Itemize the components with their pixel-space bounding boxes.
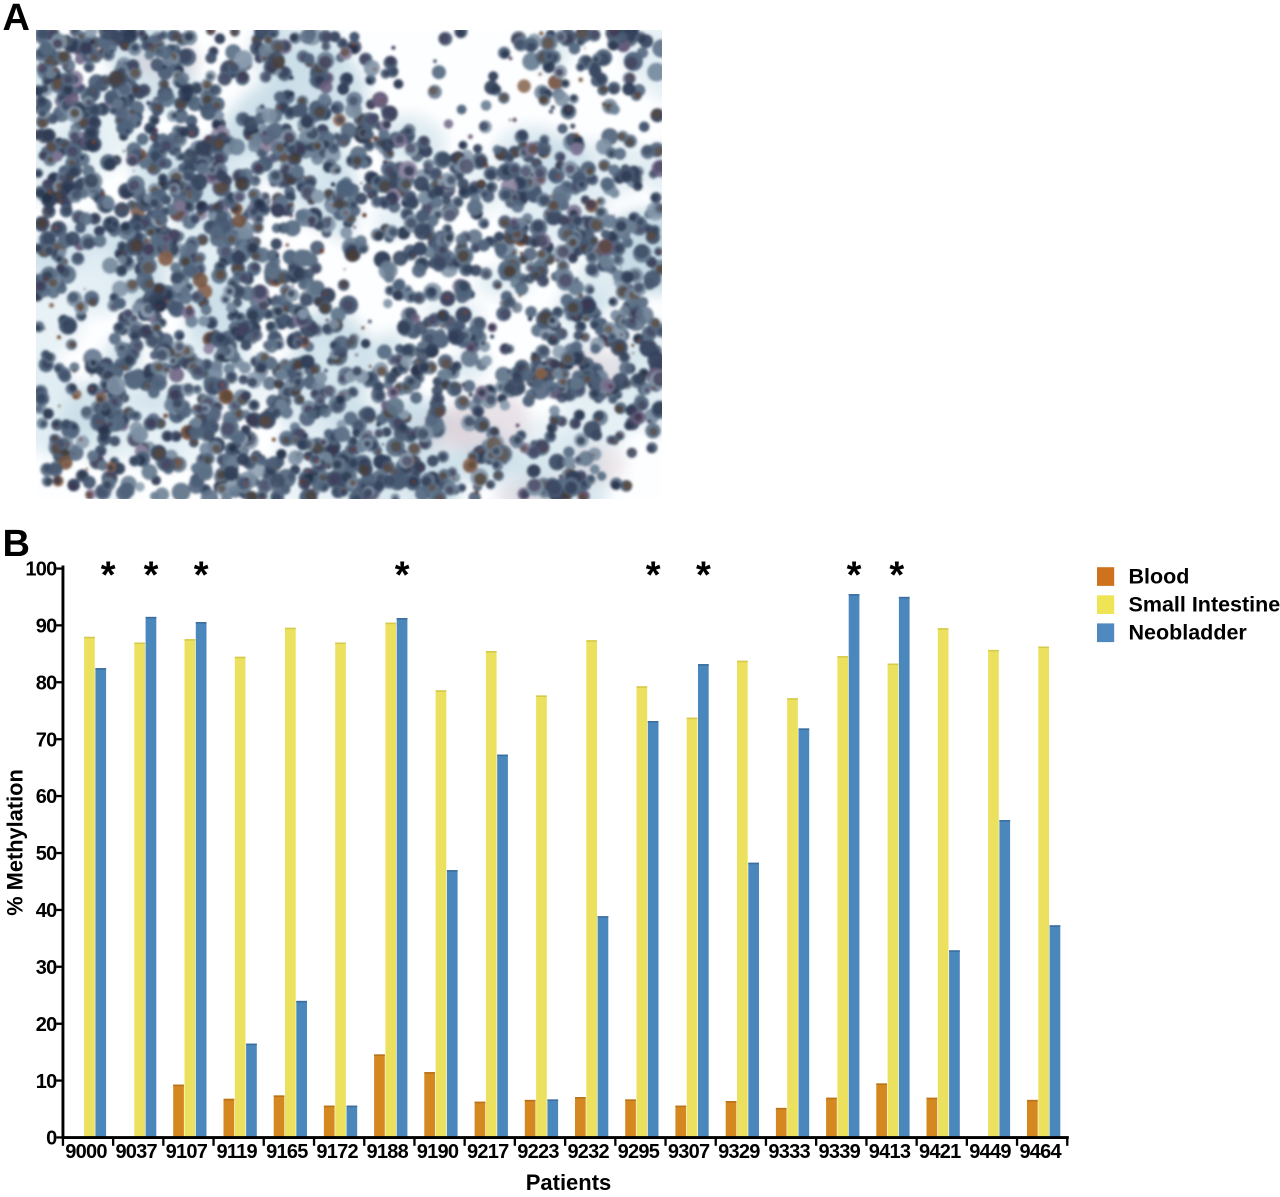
svg-text:9449: 9449 [969, 1141, 1011, 1163]
svg-text:9000: 9000 [65, 1141, 107, 1163]
svg-text:9190: 9190 [417, 1141, 459, 1163]
svg-text:9217: 9217 [467, 1141, 509, 1163]
svg-text:30: 30 [36, 957, 57, 979]
svg-text:*: * [889, 555, 904, 597]
svg-text:100: 100 [25, 559, 57, 581]
svg-text:0: 0 [46, 1128, 57, 1150]
svg-text:9119: 9119 [217, 1141, 258, 1163]
svg-text:*: * [847, 555, 862, 597]
svg-text:90: 90 [36, 616, 57, 638]
svg-text:70: 70 [36, 729, 57, 751]
svg-text:*: * [194, 555, 209, 597]
svg-text:9421: 9421 [919, 1141, 961, 1163]
svg-text:9188: 9188 [367, 1141, 409, 1163]
svg-text:40: 40 [36, 900, 57, 922]
svg-text:*: * [144, 555, 159, 597]
svg-text:9464: 9464 [1019, 1141, 1062, 1163]
svg-text:% Methylation: % Methylation [3, 769, 28, 916]
svg-text:Neobladder: Neobladder [1129, 621, 1248, 645]
svg-text:*: * [395, 555, 410, 597]
svg-text:9172: 9172 [316, 1141, 358, 1163]
svg-text:B: B [3, 523, 30, 565]
svg-text:20: 20 [36, 1014, 57, 1036]
svg-text:9413: 9413 [869, 1141, 911, 1163]
svg-text:50: 50 [36, 843, 57, 865]
svg-text:*: * [646, 555, 661, 597]
svg-text:80: 80 [36, 672, 57, 694]
svg-text:9223: 9223 [517, 1141, 559, 1163]
svg-text:Blood: Blood [1129, 564, 1190, 588]
svg-text:9333: 9333 [768, 1141, 810, 1163]
svg-text:A: A [3, 0, 30, 39]
svg-text:10: 10 [36, 1071, 57, 1093]
svg-text:9329: 9329 [718, 1141, 760, 1163]
svg-text:Patients: Patients [526, 1170, 612, 1195]
svg-text:9165: 9165 [266, 1141, 308, 1163]
svg-text:Small Intestine: Small Intestine [1129, 593, 1280, 617]
svg-text:9307: 9307 [668, 1141, 710, 1163]
svg-text:*: * [696, 555, 711, 597]
svg-text:60: 60 [36, 786, 57, 808]
svg-text:9295: 9295 [618, 1141, 660, 1163]
svg-text:*: * [101, 555, 116, 597]
svg-text:9232: 9232 [567, 1141, 609, 1163]
svg-text:9037: 9037 [115, 1141, 157, 1163]
svg-text:9339: 9339 [819, 1141, 861, 1163]
svg-text:9107: 9107 [166, 1141, 208, 1163]
